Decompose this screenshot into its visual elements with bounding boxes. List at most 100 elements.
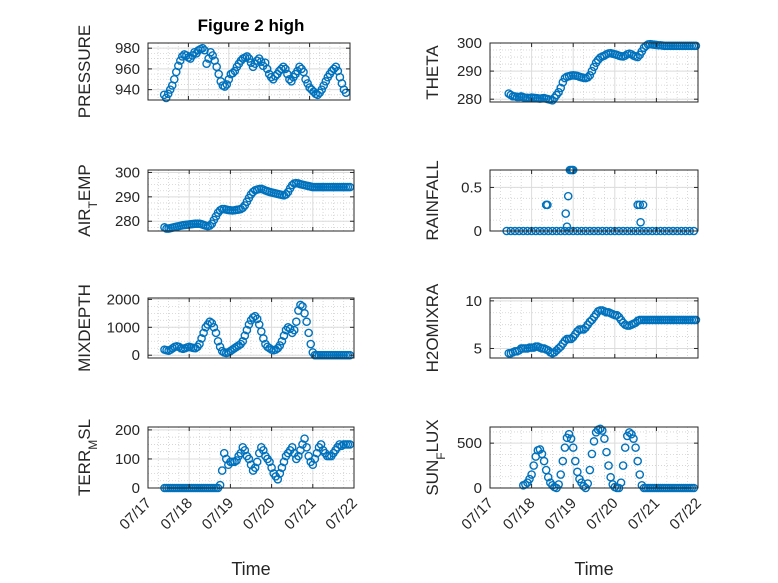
y-tick-label: 300 [115, 164, 140, 181]
data-point [163, 89, 173, 99]
data-point [337, 441, 346, 451]
y-tick-label: 1000 [107, 319, 140, 336]
data-point [217, 346, 227, 356]
data-point [197, 334, 206, 343]
data-point [259, 445, 268, 455]
axes-frame [147, 297, 355, 359]
data-point [600, 434, 609, 443]
data-point [527, 470, 536, 479]
data-point [294, 451, 303, 461]
data-point [259, 334, 268, 343]
y-tick-label: 2000 [107, 291, 140, 308]
y-tick-label: 300 [457, 35, 482, 52]
y-axis-label: PRESSURE [75, 25, 94, 119]
data-point [273, 474, 283, 484]
y-tick-label: 500 [457, 435, 482, 452]
data-point [556, 83, 566, 93]
data-point [230, 66, 240, 76]
data-point [329, 64, 339, 74]
data-point [208, 51, 217, 60]
data-point [275, 469, 285, 478]
data-point [230, 457, 239, 467]
data-point [633, 456, 642, 466]
data-point [262, 64, 272, 74]
y-tick-label: 290 [457, 63, 482, 80]
y-tick-label: 100 [115, 451, 140, 468]
data-point [316, 440, 326, 449]
x-tick-label: 07/18 [500, 495, 539, 534]
data-point [304, 328, 313, 338]
y-tick-label: 280 [115, 213, 140, 230]
data-point [331, 62, 341, 72]
data-point [554, 87, 563, 97]
data-point [579, 325, 588, 334]
data-point [303, 79, 312, 88]
data-point [589, 437, 599, 446]
data-point [213, 336, 223, 346]
data-point [242, 52, 252, 61]
axes-frame [489, 42, 699, 103]
data-point [585, 71, 595, 80]
data-point [277, 463, 287, 472]
data-point [287, 77, 296, 86]
x-tick-label: 07/20 [583, 495, 622, 534]
x-tick-label: 07/19 [199, 495, 238, 534]
data-point [252, 314, 262, 324]
y-axis-label: MIXDEPTH [75, 284, 94, 372]
data-point [554, 344, 563, 353]
data-point [161, 93, 171, 103]
data-point [310, 454, 320, 464]
x-tick-label: 07/18 [157, 495, 196, 534]
data-point [564, 429, 574, 439]
data-point [587, 66, 597, 76]
data-point [281, 64, 290, 74]
data-point [612, 310, 622, 320]
data-point [583, 72, 593, 82]
data-point [265, 343, 274, 353]
data-point [285, 324, 295, 333]
y-tick-label: 940 [115, 82, 140, 99]
data-point [300, 434, 309, 443]
data-point [205, 221, 215, 230]
data-point [275, 341, 285, 350]
data-point [295, 62, 304, 72]
y-tick-label: 200 [115, 422, 140, 439]
x-tick-label: 07/21 [625, 495, 664, 534]
data-point [240, 445, 250, 455]
data-point [604, 461, 613, 470]
data-point [636, 217, 645, 227]
subplot-6: 0 100 200 07/17 07/18 07/19 07/20 07/21 07/22 TER… [75, 419, 361, 533]
data-point [627, 429, 636, 439]
data-point [587, 449, 597, 459]
x-axis-label-left: Time [231, 559, 270, 579]
data-point [292, 317, 301, 327]
data-point [313, 90, 322, 100]
data-point [279, 331, 289, 340]
data-point [215, 342, 225, 352]
data-point [270, 71, 280, 81]
data-point [256, 57, 266, 66]
data-point [244, 454, 254, 464]
data-point [287, 443, 297, 452]
x-tick-label: 07/17 [116, 495, 155, 534]
data-point [558, 78, 568, 87]
data-point [691, 315, 701, 325]
y-tick-label: 5 [474, 340, 482, 357]
y-axis-label: SUNFLUX [423, 419, 448, 495]
data-point [281, 190, 291, 199]
axes-frame [489, 297, 699, 359]
data-point [561, 209, 571, 218]
axes-frame [489, 426, 699, 489]
data-point [308, 460, 318, 470]
data-point [211, 328, 221, 338]
data-point [202, 59, 211, 69]
axes-frame [147, 42, 351, 101]
data-point [543, 200, 552, 210]
y-axis-label: H2OMIXRA [423, 283, 442, 372]
data-point [238, 203, 248, 213]
subplot-3: 0 0.5 RAINFALL [423, 160, 699, 241]
data-point [638, 200, 648, 210]
data-point [641, 41, 651, 51]
data-point [267, 463, 276, 472]
